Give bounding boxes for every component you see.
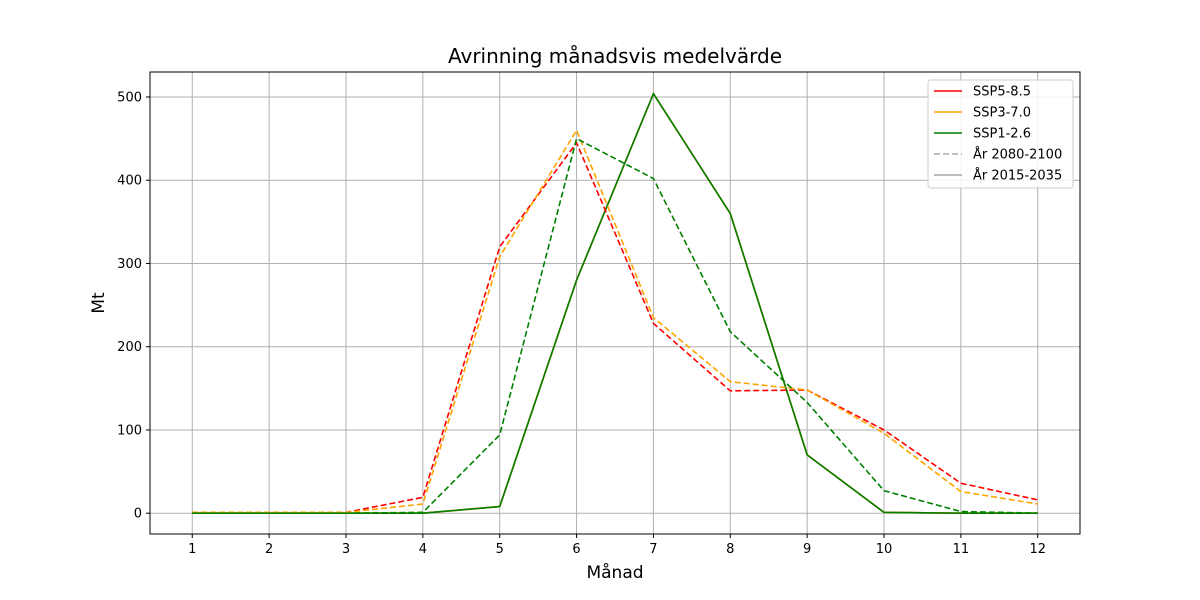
legend-label: År 2015-2035 [973, 168, 1062, 184]
x-tick-label: 8 [726, 542, 734, 557]
x-tick-label: 4 [419, 542, 427, 557]
x-tick-label: 6 [572, 542, 580, 557]
series-line [192, 137, 1038, 514]
x-tick-label: 5 [496, 542, 504, 557]
legend-box [927, 79, 1074, 189]
x-tick-label: 9 [803, 542, 811, 557]
legend-label: SSP1-2.6 [973, 127, 1031, 142]
plot-frame [149, 71, 1081, 535]
x-tick-label: 7 [649, 542, 657, 557]
x-tick-label: 2 [265, 542, 273, 557]
x-tick-label: 11 [953, 542, 970, 557]
legend-label: SSP5-8.5 [973, 85, 1031, 100]
x-tick-label: 10 [876, 542, 893, 557]
y-tick-label: 100 [117, 423, 142, 438]
legend-label: År 2080-2100 [973, 147, 1062, 163]
series-lines [192, 92, 1038, 514]
y-tick-label: 0 [134, 507, 142, 522]
legend-label: SSP3-7.0 [973, 106, 1031, 121]
y-tick-label: 400 [117, 174, 142, 189]
x-tick-label: 12 [1029, 542, 1046, 557]
y-tick-label: 200 [117, 340, 142, 355]
grid [150, 72, 1080, 534]
y-tick-label: 300 [117, 257, 142, 272]
y-axis-label: Mt [89, 292, 109, 314]
series-line [192, 129, 1038, 514]
x-tick-label: 3 [342, 542, 350, 557]
legend: SSP5-8.5 SSP3-7.0 SSP1-2.6 År 2080-2100 År 2… [927, 79, 1074, 189]
x-tick-label: 1 [188, 542, 196, 557]
x-axis-label: Månad [586, 562, 643, 583]
chart-title: Avrinning månadsvis medelvärde [448, 44, 782, 68]
y-tick-label: 500 [117, 90, 142, 105]
